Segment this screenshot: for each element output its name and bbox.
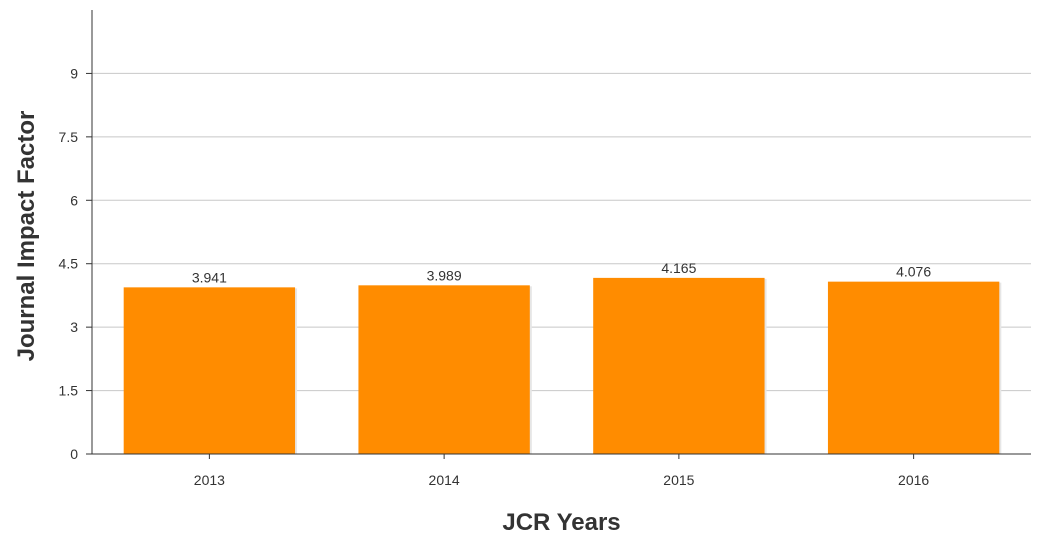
data-label-2016: 4.076 bbox=[896, 264, 931, 280]
x-tick-label-2014: 2014 bbox=[429, 472, 460, 488]
y-tick-label: 9 bbox=[70, 65, 78, 81]
x-tick-label-2013: 2013 bbox=[194, 472, 225, 488]
y-tick-label: 6 bbox=[70, 192, 78, 208]
bar-2013[interactable] bbox=[123, 287, 296, 454]
axes bbox=[91, 10, 1031, 455]
bar-2015[interactable] bbox=[593, 277, 765, 454]
y-tick-label: 4.5 bbox=[59, 256, 79, 272]
x-tick-label-2015: 2015 bbox=[663, 472, 694, 488]
x-axis-title: JCR Years bbox=[502, 509, 620, 536]
data-label-2014: 3.989 bbox=[427, 267, 462, 283]
data-labels: 3.941 3.989 4.165 4.076 bbox=[192, 260, 931, 285]
y-tick-label: 3 bbox=[70, 319, 78, 335]
x-tick-label-2016: 2016 bbox=[898, 472, 929, 488]
data-label-2015: 4.165 bbox=[661, 260, 696, 276]
y-tick-label: 7.5 bbox=[59, 129, 79, 145]
bars bbox=[123, 277, 1002, 454]
y-tick-label: 1.5 bbox=[59, 383, 79, 399]
y-tick-label: 0 bbox=[70, 446, 78, 462]
y-axis-ticks: 0 1.5 3 4.5 6 7.5 9 bbox=[59, 65, 92, 462]
data-label-2013: 3.941 bbox=[192, 269, 227, 285]
y-axis-title: Journal Impact Factor bbox=[13, 111, 40, 362]
bar-2016[interactable] bbox=[827, 281, 1000, 454]
x-axis-ticks: 2013 2014 2015 2016 bbox=[194, 454, 929, 488]
bar-2014[interactable] bbox=[358, 285, 530, 454]
